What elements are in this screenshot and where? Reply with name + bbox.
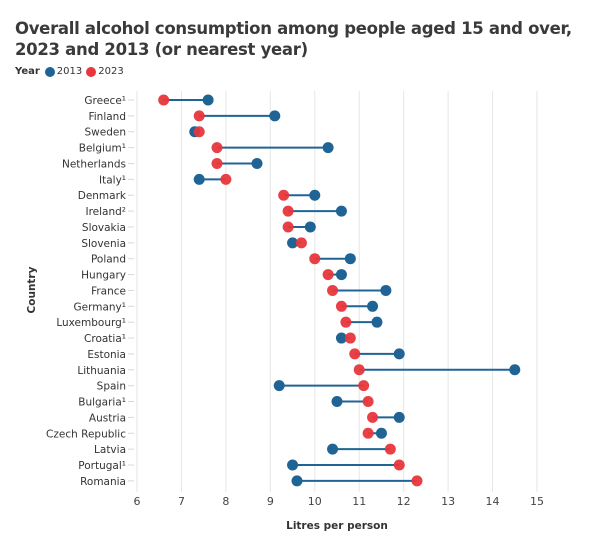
point-2013 bbox=[335, 269, 347, 281]
y-tick-label: Sweden bbox=[85, 127, 127, 139]
y-tick-label: Spain bbox=[97, 381, 126, 393]
point-2023 bbox=[220, 173, 232, 185]
legend-item-2013: 2013 bbox=[44, 66, 83, 77]
x-tick-label: 7 bbox=[178, 495, 185, 508]
y-tick-label: Austria bbox=[89, 412, 126, 424]
point-2023 bbox=[358, 380, 370, 392]
point-2013 bbox=[322, 142, 334, 154]
point-2013 bbox=[327, 443, 339, 455]
point-2013 bbox=[509, 364, 521, 376]
y-tick-label: Ireland² bbox=[85, 206, 126, 218]
point-2013 bbox=[393, 348, 405, 360]
point-2013 bbox=[251, 157, 263, 169]
x-tick-label: 12 bbox=[397, 495, 411, 508]
x-tick-label: 13 bbox=[441, 495, 455, 508]
y-tick-label: Italy¹ bbox=[99, 174, 126, 186]
point-2013 bbox=[375, 427, 387, 439]
point-2013 bbox=[202, 94, 214, 106]
y-tick-label: Luxembourg¹ bbox=[56, 317, 126, 329]
point-2023 bbox=[282, 221, 294, 233]
legend-marker-2013 bbox=[44, 66, 55, 77]
point-2023 bbox=[411, 475, 423, 487]
y-tick-label: Hungary bbox=[81, 270, 126, 282]
point-2013 bbox=[287, 237, 299, 249]
y-tick-label: Slovenia bbox=[81, 238, 126, 250]
point-2013 bbox=[380, 284, 392, 296]
x-tick-label: 6 bbox=[134, 495, 141, 508]
y-tick-label: Romania bbox=[80, 476, 126, 488]
y-tick-label: Czech Republic bbox=[46, 428, 126, 440]
y-tick-label: Lithuania bbox=[77, 365, 126, 377]
point-2023 bbox=[349, 348, 361, 360]
y-tick-label: Latvia bbox=[94, 444, 126, 456]
point-2023 bbox=[327, 284, 339, 296]
point-2023 bbox=[362, 396, 374, 408]
point-2023 bbox=[393, 459, 405, 471]
point-2023 bbox=[335, 300, 347, 312]
legend-label-2023: 2023 bbox=[98, 66, 124, 77]
legend-item-2023: 2023 bbox=[86, 66, 124, 77]
point-2023 bbox=[340, 316, 352, 328]
x-tick-label: 14 bbox=[486, 495, 500, 508]
y-tick-label: Slovakia bbox=[82, 222, 126, 234]
point-2013 bbox=[367, 300, 379, 312]
point-2023 bbox=[282, 205, 294, 217]
x-axis-title: Litres per person bbox=[286, 520, 388, 532]
x-tick-label: 15 bbox=[530, 495, 544, 508]
point-2013 bbox=[344, 253, 356, 265]
x-tick-label: 8 bbox=[222, 495, 229, 508]
point-2023 bbox=[367, 411, 379, 423]
point-2023 bbox=[295, 237, 307, 249]
point-2023 bbox=[211, 157, 223, 169]
y-tick-label: Portugal¹ bbox=[78, 460, 126, 472]
y-tick-label: France bbox=[91, 285, 126, 297]
y-axis-title: Country bbox=[26, 266, 38, 313]
legend-title: Year bbox=[15, 66, 40, 77]
point-2013 bbox=[291, 475, 303, 487]
y-tick-label: Poland bbox=[91, 254, 126, 266]
point-2013 bbox=[331, 396, 343, 408]
point-2023 bbox=[344, 332, 356, 344]
point-2023 bbox=[353, 364, 365, 376]
y-tick-label: Estonia bbox=[87, 349, 126, 361]
y-tick-label: Belgium¹ bbox=[79, 143, 126, 155]
y-tick-label: Bulgaria¹ bbox=[78, 397, 126, 409]
chart-title: Overall alcohol consumption among people… bbox=[15, 19, 572, 59]
x-tick-label: 10 bbox=[308, 495, 322, 508]
point-2013 bbox=[335, 205, 347, 217]
point-2023 bbox=[211, 142, 223, 154]
point-2013 bbox=[393, 411, 405, 423]
legend-label-2013: 2013 bbox=[56, 66, 83, 77]
y-tick-label: Denmark bbox=[78, 190, 127, 202]
x-tick-label: 9 bbox=[267, 495, 274, 508]
y-tick-label: Netherlands bbox=[62, 158, 126, 170]
point-2013 bbox=[309, 189, 321, 201]
x-tick-label: 11 bbox=[352, 495, 366, 508]
point-2023 bbox=[278, 189, 290, 201]
point-2013 bbox=[287, 459, 299, 471]
point-2023 bbox=[193, 110, 205, 122]
point-2023 bbox=[193, 126, 205, 138]
legend: Year 2013 2023 bbox=[15, 66, 128, 77]
point-2023 bbox=[158, 94, 170, 106]
y-tick-label: Greece¹ bbox=[84, 95, 126, 107]
point-2013 bbox=[193, 173, 205, 185]
y-tick-label: Germany¹ bbox=[74, 301, 126, 313]
y-tick-label: Croatia¹ bbox=[84, 333, 126, 345]
point-2013 bbox=[304, 221, 316, 233]
point-2023 bbox=[362, 427, 374, 439]
point-2013 bbox=[273, 380, 285, 392]
y-tick-label: Finland bbox=[88, 111, 126, 123]
point-2013 bbox=[335, 332, 347, 344]
legend-marker-2023 bbox=[86, 66, 97, 77]
point-2013 bbox=[371, 316, 383, 328]
point-2023 bbox=[309, 253, 321, 265]
point-2013 bbox=[269, 110, 281, 122]
point-2023 bbox=[384, 443, 396, 455]
point-2023 bbox=[322, 269, 334, 281]
